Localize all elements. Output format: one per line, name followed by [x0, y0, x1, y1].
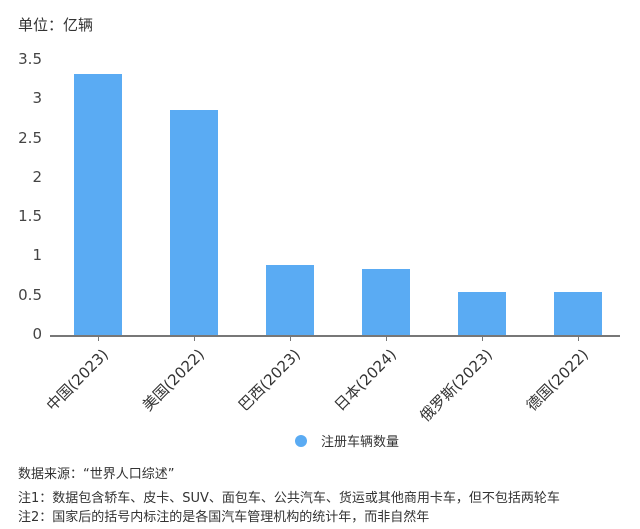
bar [74, 74, 122, 335]
x-tick [578, 336, 579, 341]
footnote-1: 注1：数据包含轿车、皮卡、SUV、面包车、公共汽车、货运或其他商用卡车，但不包括… [18, 491, 560, 506]
x-axis-line [50, 335, 620, 337]
legend: 注册车辆数量 [295, 431, 399, 450]
unit-label: 单位：亿辆 [18, 16, 94, 34]
y-tick-label: 3.5 [18, 50, 42, 68]
x-tick-label: 日本(2024) [330, 345, 401, 415]
y-tick-label: 0.5 [18, 285, 42, 304]
x-tick [98, 336, 99, 341]
legend-marker-icon [295, 434, 307, 447]
bar [266, 265, 314, 335]
x-tick-label: 美国(2022) [138, 345, 209, 415]
x-tick [386, 336, 387, 341]
legend-label: 注册车辆数量 [321, 435, 400, 450]
x-tick-label: 俄罗斯(2023) [416, 345, 497, 426]
y-tick-label: 2 [32, 167, 42, 186]
bar [362, 269, 410, 335]
bar [170, 110, 218, 335]
data-source-note: 数据来源：“世界人口综述” [18, 467, 175, 482]
x-tick [194, 336, 195, 341]
y-tick-label: 1.5 [18, 207, 42, 226]
footnote-2: 注2：国家后的括号内标注的是各国汽车管理机构的统计年，而非自然年 [18, 510, 430, 525]
x-tick-label: 中国(2023) [42, 345, 113, 415]
x-tick [290, 336, 291, 341]
x-tick [482, 336, 483, 341]
x-tick-label: 德国(2022) [522, 345, 593, 415]
bar [554, 291, 602, 335]
y-tick-label: 1 [32, 246, 42, 265]
x-tick-label: 巴西(2023) [234, 345, 305, 415]
y-tick-label: 2.5 [18, 128, 42, 147]
bar [458, 291, 506, 335]
y-tick-label: 0 [32, 325, 42, 343]
y-tick-label: 3 [32, 89, 42, 108]
